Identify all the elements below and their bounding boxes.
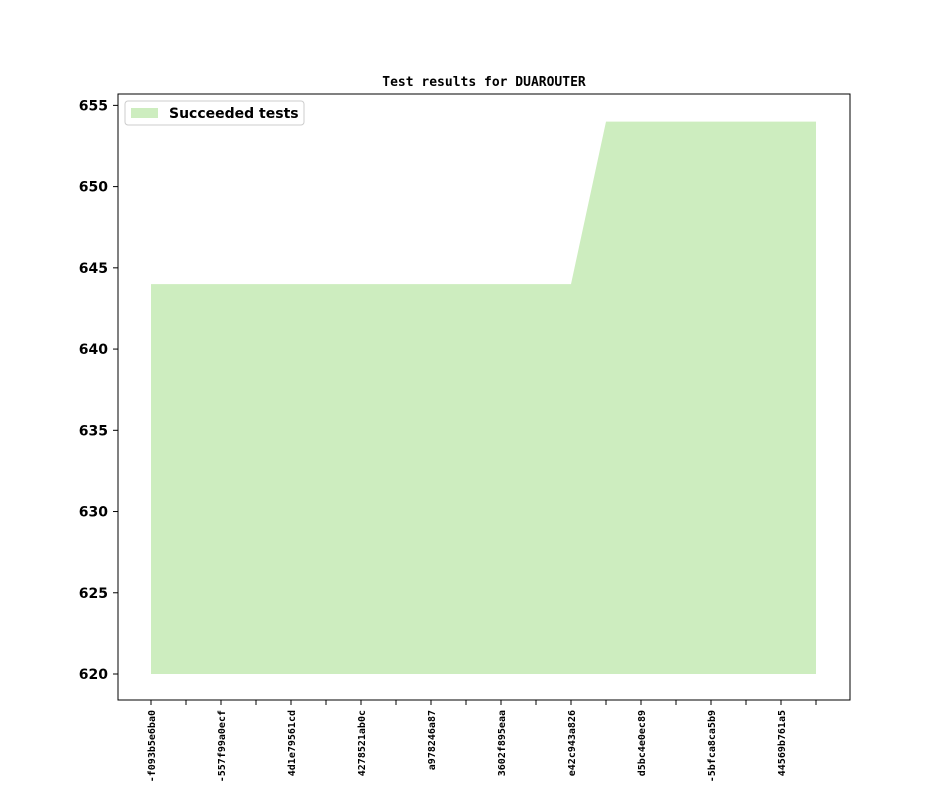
x-tick-label: 44569b761a5 (777, 710, 788, 776)
y-tick-label: 635 (79, 423, 108, 439)
plot-frame (117, 93, 851, 701)
x-tick-label: 4278521ab0c (357, 710, 368, 776)
y-tick-label: 640 (79, 342, 108, 358)
x-tick-label: 4d1e79561cd (287, 710, 298, 776)
legend: Succeeded tests (124, 100, 305, 126)
legend-frame (124, 100, 305, 126)
x-tick-label: -5bfca8ca5b9 (707, 710, 718, 782)
chart-title: Test results for DUAROUTER (382, 75, 586, 90)
y-tick-label: 645 (79, 261, 108, 277)
x-tick-label: 3602f895eaa (497, 710, 508, 776)
y-tick-label: 620 (79, 667, 108, 683)
legend-label: Succeeded tests (169, 106, 299, 122)
x-tick-label: e42c943a826 (567, 710, 578, 776)
area (151, 121, 816, 675)
y-tick-label: 630 (79, 505, 108, 521)
x-tick-label: -557f99a0ecf (217, 710, 228, 782)
x-tick-label: -f093b5e6ba0 (147, 710, 158, 782)
y-tick-label: 625 (79, 586, 108, 602)
legend-swatch (131, 108, 158, 118)
y-tick-label: 655 (79, 98, 108, 114)
x-tick-label: a978246a87 (427, 710, 438, 770)
y-tick-label: 650 (79, 180, 108, 196)
x-tick-label: d5bc4e0ec89 (637, 710, 648, 776)
